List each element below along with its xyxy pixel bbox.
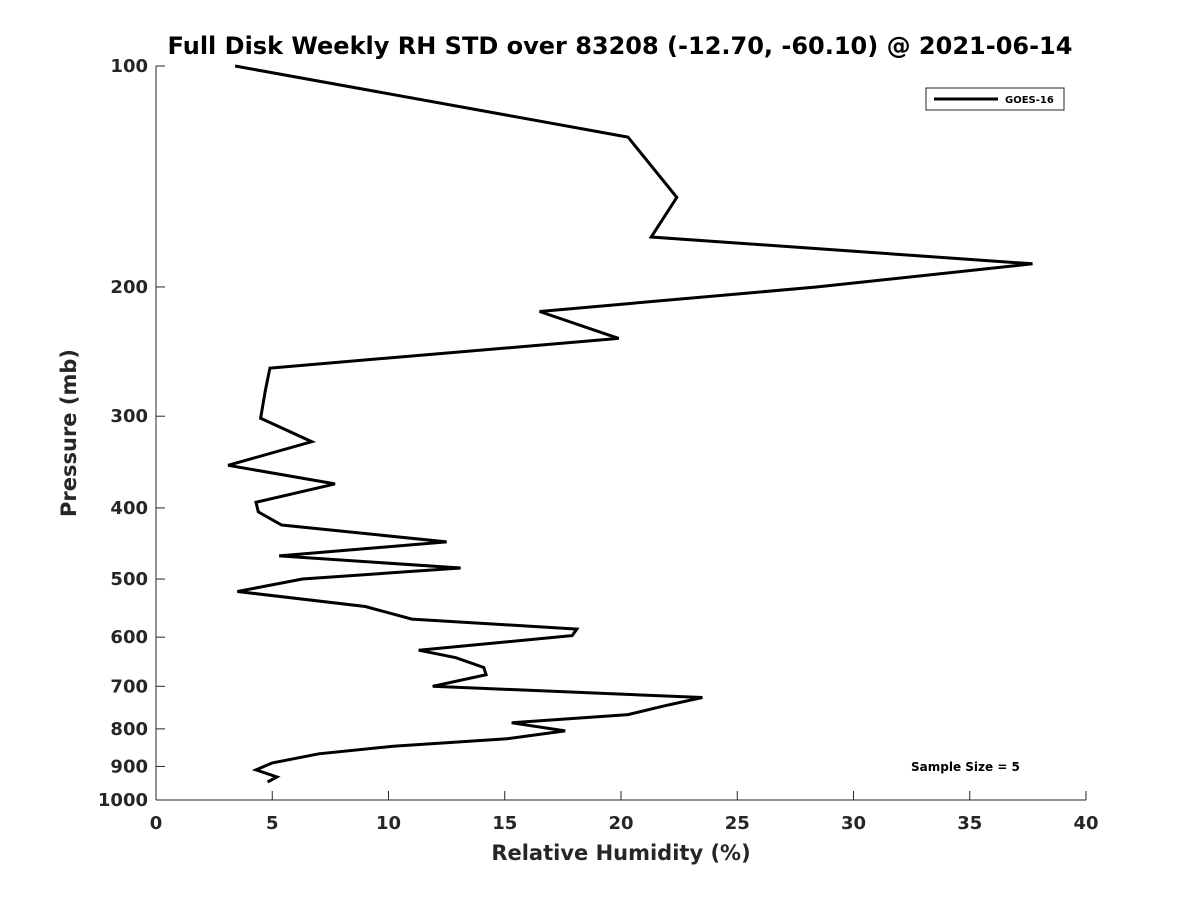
y-tick-label: 200 [110,277,148,298]
x-tick-label: 40 [1073,813,1098,834]
x-tick-label: 10 [376,813,401,834]
x-tick-label: 20 [608,813,633,834]
chart-title: Full Disk Weekly RH STD over 83208 (-12.… [168,32,1073,60]
legend: GOES-16 [925,87,1065,111]
series-line-0 [227,64,1033,784]
x-tick-label: 30 [841,813,866,834]
y-ticks: 100 200 300 400 500 600 700 800 900 1000 [98,56,165,811]
x-tick-label: 5 [266,813,279,834]
x-axis-label: Relative Humidity (%) [491,841,750,865]
y-tick-label: 700 [110,676,148,697]
y-tick-label: 100 [110,56,148,77]
series-layer [227,64,1033,784]
y-tick-label: 600 [110,627,148,648]
y-tick-label: 400 [110,498,148,519]
y-tick-label: 1000 [98,790,148,811]
x-tick-label: 0 [150,813,163,834]
x-tick-label: 35 [957,813,982,834]
y-tick-label: 500 [110,569,148,590]
x-tick-label: 25 [725,813,750,834]
y-axis-label: Pressure (mb) [57,349,81,517]
x-tick-label: 15 [492,813,517,834]
sample-size-annotation: Sample Size = 5 [911,760,1020,774]
y-tick-label: 800 [110,719,148,740]
x-ticks: 0 5 10 15 20 25 30 35 40 [150,791,1099,834]
y-tick-label: 300 [110,406,148,427]
legend-entry-label: GOES-16 [1005,95,1054,106]
y-tick-label: 900 [110,756,148,777]
